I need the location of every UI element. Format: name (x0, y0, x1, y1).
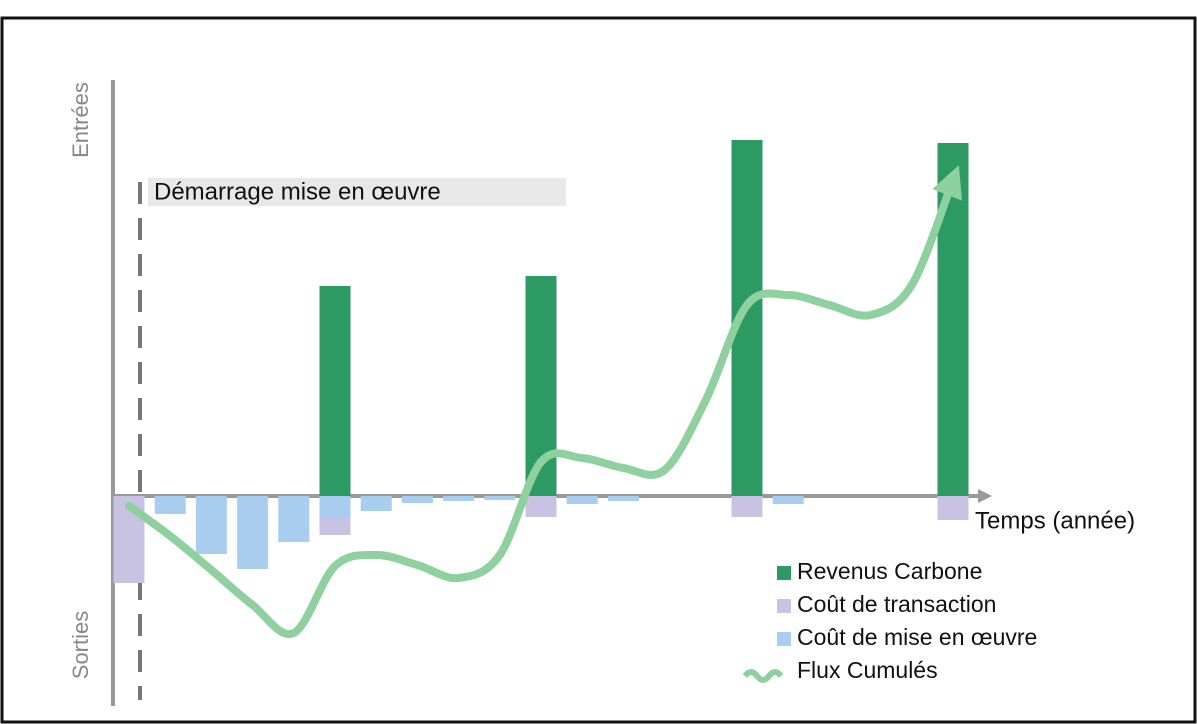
bar (525, 496, 557, 517)
bar (607, 496, 639, 501)
bar (443, 496, 475, 501)
bar (484, 496, 516, 500)
legend-label: Flux Cumulés (797, 657, 938, 683)
legend-label: Coût de transaction (797, 591, 996, 617)
bar (278, 496, 310, 542)
bar (319, 286, 351, 496)
bar (772, 496, 804, 504)
legend-swatch (777, 599, 791, 613)
legend-label: Coût de mise en œuvre (797, 624, 1037, 650)
bar (360, 496, 392, 511)
bar (731, 496, 763, 517)
legend-swatch (777, 632, 791, 646)
frame (0, 16, 1197, 724)
bar (566, 496, 598, 504)
y-bottom-label: Sorties (68, 611, 93, 679)
legend-label: Revenus Carbone (797, 558, 982, 584)
legend-swatch (742, 669, 784, 683)
bar (319, 517, 351, 535)
bar (195, 496, 227, 554)
x-axis-arrow (978, 489, 992, 503)
bar (937, 143, 969, 496)
bar (154, 496, 186, 514)
legend-swatch (777, 566, 791, 580)
bar (319, 496, 351, 517)
bar (237, 496, 269, 569)
annotation: Démarrage mise en œuvre (154, 178, 441, 205)
annotation-bg (148, 178, 566, 206)
y-top-label: Entrées (68, 82, 93, 158)
bar (401, 496, 433, 503)
x-axis-label: Temps (année) (975, 507, 1135, 534)
bar (937, 496, 969, 520)
cumulative-line (125, 165, 963, 639)
